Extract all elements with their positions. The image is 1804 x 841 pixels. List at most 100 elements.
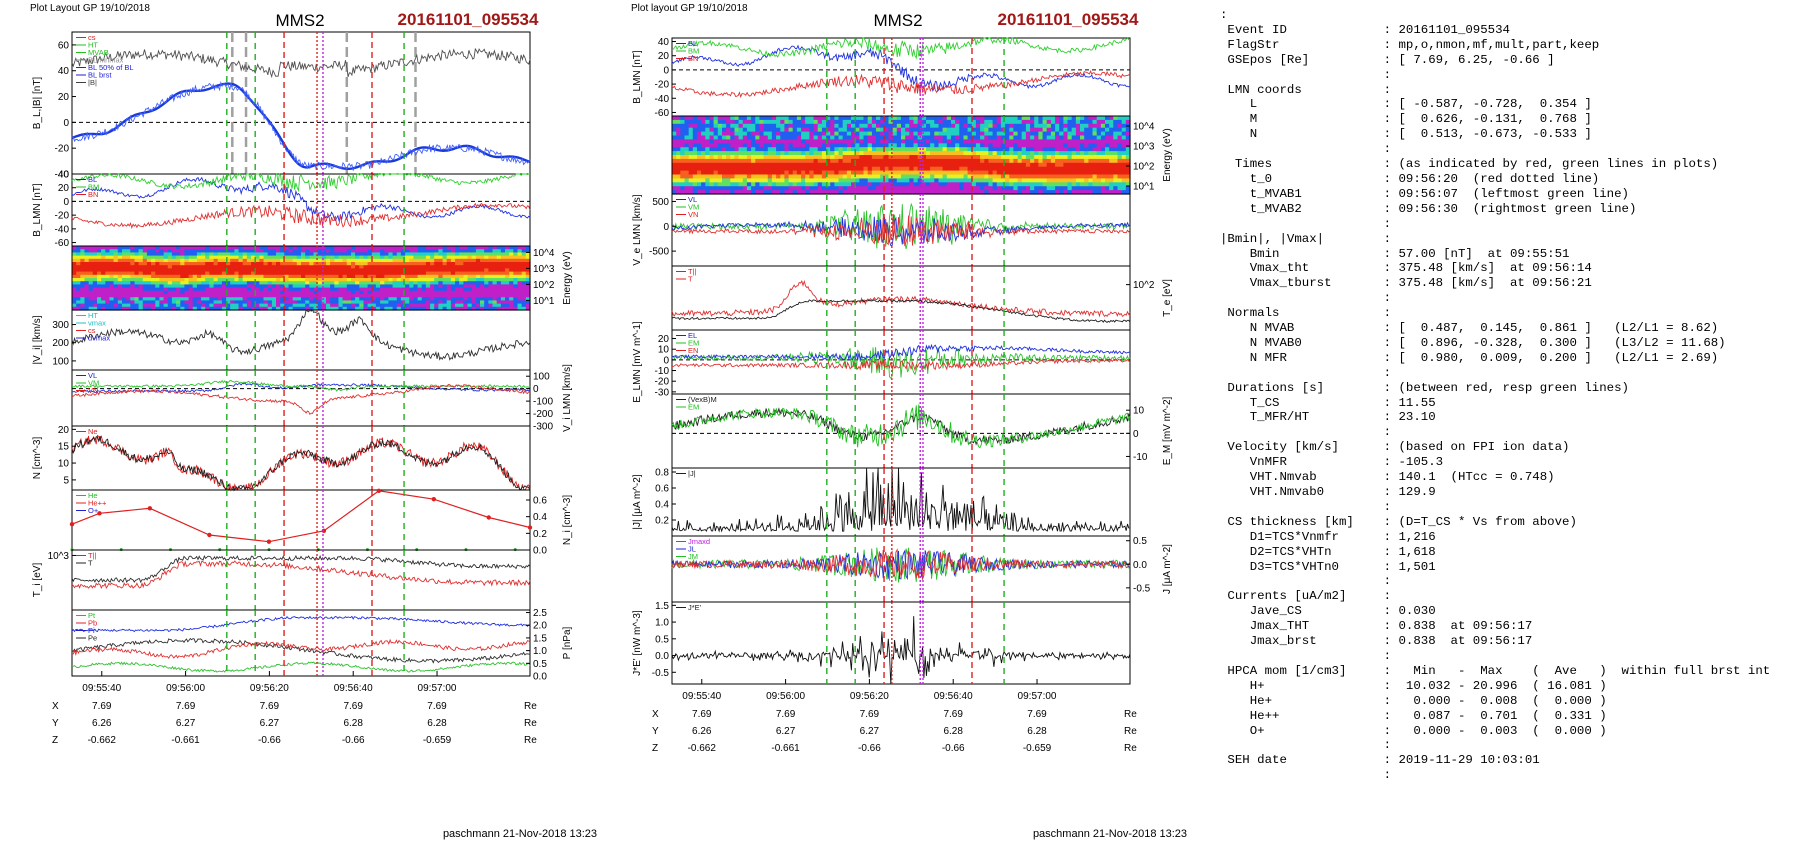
spectrogram-cell: [396, 303, 402, 308]
spectrogram-cell: [509, 300, 514, 305]
spectrogram-cell: [1000, 186, 1006, 191]
spectrogram-cell: [863, 139, 869, 144]
spectrogram-cell: [1125, 135, 1131, 140]
spectrogram-cell: [338, 268, 344, 273]
panel-frame: [71, 31, 531, 175]
spectrogram-cell: [492, 274, 498, 279]
spectrogram-cell: [500, 284, 506, 289]
spectrogram-cell: [525, 278, 531, 282]
spectrogram-cell: [475, 255, 481, 260]
spectrogram-cell: [701, 186, 706, 191]
spectrogram-cell: [271, 258, 277, 263]
spectrogram-cell: [817, 135, 823, 140]
tick-label: 40: [58, 66, 70, 77]
spectrogram-cell: [684, 147, 690, 152]
spectrogram-cell: [913, 174, 919, 179]
spectrogram-cell: [888, 147, 894, 152]
spectrogram-cell: [488, 290, 494, 295]
spectrogram-cell: [326, 281, 331, 285]
series-line-VN: [71, 384, 531, 416]
spectrogram-cell: [867, 139, 873, 144]
spectrogram-cell: [163, 287, 169, 292]
spectrogram-cell: [500, 249, 506, 253]
spectrogram-cell: [371, 249, 377, 253]
spectrogram-cell: [1030, 182, 1035, 187]
position-value: 6.27: [776, 726, 796, 737]
spectrogram-cell: [771, 170, 777, 176]
spectrogram-cell: [217, 281, 223, 285]
spectrogram-cell: [905, 139, 910, 144]
spectrogram-cell: [226, 274, 231, 279]
spectrogram-cell: [255, 255, 260, 260]
spectrogram-cell: [313, 284, 319, 289]
spectrogram-cell: [946, 131, 952, 137]
spectrogram-cell: [1050, 158, 1056, 164]
spectrogram-cell: [876, 123, 881, 129]
spectrogram-cell: [138, 306, 144, 311]
spectrogram-cell: [842, 131, 848, 137]
spectrogram-cell: [867, 147, 873, 152]
spectrogram-cell: [109, 297, 115, 301]
spectrogram-cell: [821, 155, 827, 160]
spectrogram-cell: [405, 262, 410, 266]
spectrogram-cell: [838, 119, 844, 125]
spectrogram-cell: [101, 258, 106, 263]
spectrogram-cell: [1046, 123, 1052, 129]
spectrogram-cell: [446, 265, 452, 269]
spectrogram-cell: [672, 166, 677, 172]
info-line: L : [ -0.587, -0.728, 0.354 ]: [1220, 97, 1592, 112]
spectrogram-cell: [684, 178, 690, 183]
spectrogram-cell: [409, 281, 415, 285]
spectrogram-cell: [88, 290, 94, 295]
spectrogram-cell: [1050, 116, 1056, 121]
spectrogram-cell: [92, 265, 98, 269]
spectrogram-cell: [959, 186, 965, 191]
spectrogram-cell: [371, 265, 377, 269]
spectrogram-cell: [305, 287, 310, 292]
spectrogram-cell: [880, 155, 885, 160]
spectrogram-cell: [230, 271, 235, 276]
spectrogram-cell: [834, 119, 840, 125]
spectrogram-cell: [1009, 135, 1015, 140]
spectrogram-cell: [226, 290, 231, 295]
spectrogram-cell: [713, 186, 719, 191]
spectrogram-cell: [767, 166, 773, 172]
spectrogram-cell: [880, 178, 885, 183]
spectrogram-cell: [126, 281, 131, 285]
spectrogram-cell: [1100, 116, 1106, 121]
spectrogram-cell: [855, 170, 860, 176]
spectrogram-cell: [1121, 182, 1127, 187]
spectrogram-cell: [371, 262, 377, 266]
spectrogram-cell: [734, 182, 740, 187]
spectrogram-cell: [434, 284, 439, 289]
spectrogram-cell: [459, 290, 464, 295]
spectrogram-cell: [213, 252, 219, 257]
spectrogram-cell: [417, 287, 423, 292]
spectrogram-cell: [751, 190, 756, 195]
spectrogram-cell: [400, 294, 406, 298]
spectrogram-cell: [967, 190, 973, 195]
spectrogram-cell: [796, 147, 802, 152]
spectrogram-cell: [1071, 151, 1077, 156]
spectrogram-cell: [334, 287, 340, 292]
spectrogram-cell: [467, 271, 473, 276]
spectrogram-cell: [851, 174, 856, 179]
spectrogram-cell: [1013, 127, 1019, 133]
spectrogram-cell: [846, 182, 852, 187]
spectrogram-cell: [338, 271, 344, 276]
spectrogram-cell: [159, 278, 165, 282]
spectrogram-cell: [946, 170, 952, 176]
spectrogram-cell: [109, 284, 115, 289]
spectrogram-cell: [863, 186, 869, 191]
spectrogram-cell: [317, 249, 323, 253]
spectrogram-cell: [263, 297, 269, 301]
spectrogram-cell: [826, 131, 831, 137]
spectrogram-cell: [942, 166, 948, 172]
spectrogram-cell: [471, 252, 477, 257]
spectrogram-cell: [1067, 182, 1073, 187]
spectrogram-cell: [971, 178, 977, 183]
spectrogram-cell: [697, 131, 702, 137]
spectrogram-cell: [730, 143, 736, 148]
spectrogram-cell: [134, 297, 140, 301]
spectrogram-cell: [905, 116, 910, 121]
